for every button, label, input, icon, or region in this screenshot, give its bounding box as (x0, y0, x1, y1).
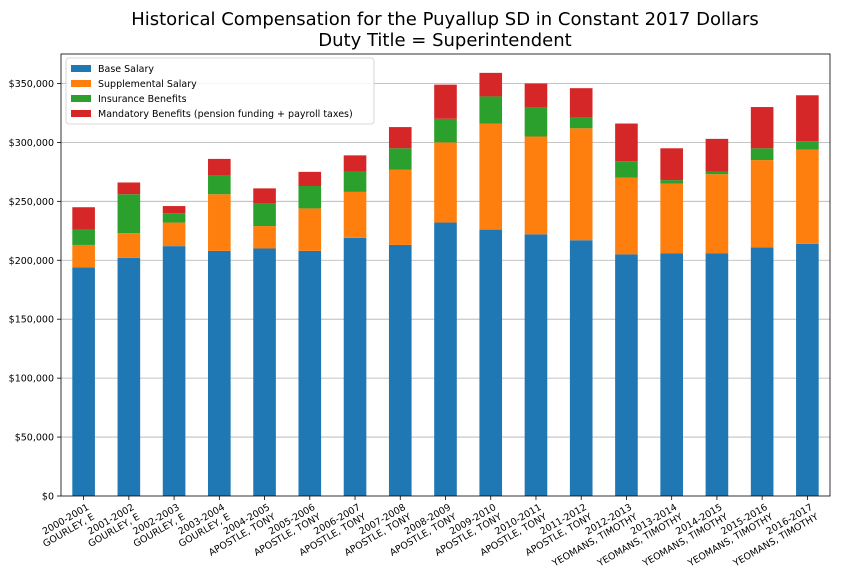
bar-segment-base (705, 253, 729, 496)
bar-segment-supplemental (434, 142, 457, 223)
y-tick-label: $350,000 (9, 79, 54, 90)
chart-title: Historical Compensation for the Puyallup… (131, 9, 759, 30)
bar-segment-supplemental (569, 128, 593, 241)
legend-label: Mandatory Benefits (pension funding + pa… (98, 109, 353, 120)
bar-segment-insurance (117, 194, 141, 234)
bar-segment-base (479, 229, 503, 496)
bar-segment-base (208, 250, 231, 496)
bar-segment-mandatory (298, 171, 322, 187)
bar-segment-mandatory (750, 107, 774, 149)
bar-segment-insurance (343, 171, 367, 192)
bar-segment-mandatory (705, 138, 729, 172)
bar-segment-insurance (569, 117, 593, 129)
bar-segment-mandatory (524, 83, 548, 108)
bar-segment-insurance (705, 171, 729, 175)
bar-segment-base (569, 240, 593, 496)
legend-label: Supplemental Salary (98, 79, 197, 90)
bar-segment-supplemental (524, 136, 548, 235)
bar-segment-base (253, 248, 276, 496)
bar-segment-insurance (298, 186, 322, 209)
legend-box (65, 57, 375, 125)
y-tick-label: $50,000 (15, 433, 54, 444)
bar-segment-base (434, 222, 457, 497)
bar-segment-mandatory (117, 182, 141, 195)
bars (72, 72, 819, 497)
bar-segment-supplemental (705, 174, 729, 254)
bar-segment-mandatory (162, 206, 186, 214)
bar-segment-mandatory (660, 148, 683, 181)
bar-segment-mandatory (208, 158, 231, 176)
legend-swatch (71, 110, 91, 117)
legend-swatch (71, 95, 91, 102)
bar-segment-base (524, 234, 548, 496)
bar-segment-base (796, 243, 819, 496)
bar-segment-insurance (434, 118, 457, 143)
bar-segment-base (343, 237, 367, 496)
bar-segment-insurance (660, 180, 683, 184)
bar-segment-mandatory (434, 84, 457, 119)
bar-segment-mandatory (796, 95, 819, 142)
bar-segment-insurance (615, 161, 638, 178)
bar-segment-base (298, 250, 322, 496)
bar-segment-insurance (796, 141, 819, 150)
bar-segment-mandatory (569, 88, 593, 118)
plot-frame (60, 53, 831, 497)
y-tick-label: $150,000 (9, 315, 54, 326)
bar-segment-supplemental (750, 160, 774, 248)
bar-segment-supplemental (72, 244, 95, 268)
bar-segment-supplemental (796, 149, 819, 244)
bar-segment-insurance (524, 107, 548, 137)
bar-segment-supplemental (660, 183, 683, 254)
legend-swatch (71, 80, 91, 87)
bar-segment-insurance (253, 203, 276, 227)
bar-segment-supplemental (298, 208, 322, 251)
bar-segment-supplemental (388, 169, 412, 245)
bar-segment-mandatory (388, 127, 412, 149)
bar-segment-supplemental (208, 194, 231, 251)
y-tick-label: $200,000 (9, 256, 54, 267)
bar-segment-insurance (750, 148, 774, 161)
bar-segment-base (72, 267, 95, 496)
bar-segment-mandatory (479, 72, 503, 97)
bar-segment-mandatory (253, 188, 276, 204)
bar-segment-insurance (479, 96, 503, 124)
bar-segment-supplemental (117, 233, 141, 258)
bar-segment-mandatory (72, 207, 95, 230)
bar-segment-supplemental (479, 123, 503, 230)
bar-segment-supplemental (162, 222, 186, 247)
bar-segment-base (117, 257, 141, 496)
legend-label: Insurance Benefits (98, 94, 187, 105)
legend-swatch (71, 65, 91, 72)
bar-segment-base (162, 246, 186, 496)
bar-segment-insurance (208, 175, 231, 195)
bar-segment-supplemental (615, 177, 638, 255)
bar-segment-supplemental (343, 191, 367, 238)
bar-segment-insurance (72, 229, 95, 245)
y-tick-label: $0 (42, 492, 54, 503)
legend: Base Salary Supplemental Salary Insurance … (65, 57, 375, 125)
bar-segment-base (750, 247, 774, 496)
chart-subtitle: Duty Title = Superintendent (318, 30, 571, 51)
bar-segment-base (615, 254, 638, 496)
y-tick-label: $100,000 (9, 374, 54, 385)
bar-segment-supplemental (253, 226, 276, 249)
bar-segment-base (660, 253, 683, 496)
bar-segment-insurance (388, 148, 412, 170)
bar-segment-mandatory (615, 123, 638, 162)
bar-segment-insurance (162, 213, 186, 223)
bar-segment-base (388, 244, 412, 496)
bar-segment-mandatory (343, 155, 367, 172)
chart-title-group: Historical Compensation for the Puyallup… (131, 9, 759, 51)
y-tick-label: $250,000 (9, 197, 54, 208)
y-tick-label: $300,000 (9, 138, 54, 149)
legend-label: Base Salary (98, 64, 154, 75)
